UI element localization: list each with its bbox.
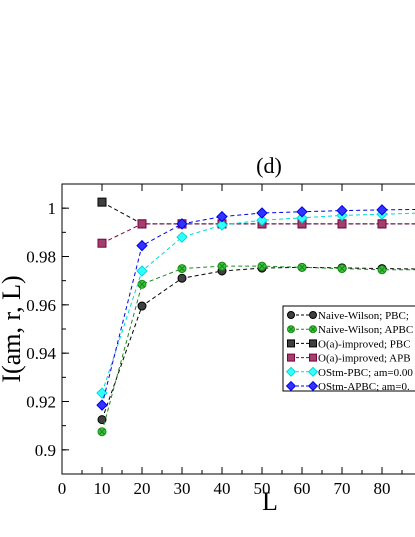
data-point (97, 197, 107, 207)
legend-box (282, 305, 415, 392)
y-axis-label: I(am, r, L) (0, 275, 26, 382)
y-tick-label: 0.98 (26, 248, 56, 267)
legend: Naive-Wilson; PBC; Naive-Wilson; APBC O(a)… (282, 305, 415, 393)
data-point (97, 415, 107, 425)
data-point (309, 353, 317, 362)
x-tick-label: 0 (58, 479, 67, 498)
chart-title: (d) (256, 153, 282, 178)
series-layer (96, 197, 415, 437)
series (97, 219, 415, 248)
legend-label: Naive-Wilson; APBC (318, 324, 413, 336)
y-tick-label: 0.92 (26, 393, 56, 412)
x-tick-label: 20 (134, 479, 151, 498)
legend-entry: OStm-PBC; am=0.00 (285, 366, 413, 379)
data-point (176, 231, 188, 243)
data-point (137, 301, 147, 311)
data-point-cross (178, 265, 186, 272)
data-point (96, 399, 108, 411)
data-point (377, 219, 387, 229)
data-point (307, 380, 319, 392)
y-tick-label: 0.9 (35, 441, 56, 460)
plot-frame (61, 183, 415, 475)
data-point (296, 206, 308, 218)
x-tick-label: 70 (334, 479, 351, 498)
data-point (309, 311, 317, 319)
data-point (136, 265, 148, 277)
legend-entry: Naive-Wilson; APBC (287, 324, 413, 336)
x-axis-label: L (262, 487, 278, 516)
data-point (176, 218, 188, 230)
data-point (177, 273, 187, 283)
data-point-cross (258, 262, 266, 270)
data-point-cross (138, 281, 146, 288)
data-point (287, 311, 295, 319)
legend-label: O(a)-improved; APB (318, 353, 411, 365)
data-point-cross (298, 264, 306, 271)
y-tick-label: 1 (48, 199, 57, 218)
series (96, 204, 415, 411)
data-point (136, 239, 148, 252)
data-point (216, 210, 228, 223)
data-point (285, 366, 297, 377)
data-point-cross (338, 265, 346, 272)
data-point-cross (310, 326, 316, 333)
legend-label: O(a)-improved; PBC (318, 338, 411, 350)
data-point (97, 238, 107, 248)
data-point-cross (218, 262, 226, 270)
legend-label: Naive-Wilson; PBC; (318, 310, 409, 322)
data-point (309, 339, 317, 348)
legend-entry: O(a)-improved; PBC (287, 338, 411, 350)
series-line (101, 266, 415, 420)
data-point (296, 212, 308, 224)
data-point (307, 366, 319, 377)
legend-label: OStm-PBC; am=0.00 (318, 367, 413, 379)
data-point (287, 353, 295, 362)
data-point-cross (288, 326, 294, 333)
y-tick-label: 0.96 (26, 296, 56, 315)
x-tick-label: 30 (174, 479, 191, 498)
x-tick-label: 60 (294, 479, 311, 498)
data-point (336, 204, 348, 217)
axis-ticks: 0 10 20 30 40 50 60 70 80 0.9 0.92 0.94 0.96 0.98 1 (26, 183, 403, 498)
x-tick-label: 40 (214, 479, 231, 498)
data-point-cross (378, 266, 386, 274)
data-point (256, 214, 268, 226)
legend-label: OStm-APBC; am=0. (318, 381, 410, 393)
x-tick-label: 80 (374, 479, 391, 498)
data-point (376, 204, 388, 216)
data-point (285, 380, 297, 392)
data-point-cross (98, 428, 106, 435)
x-tick-label: 50 (254, 479, 271, 498)
data-point (287, 339, 295, 348)
legend-entry: O(a)-improved; APB (287, 353, 411, 365)
y-tick-label: 0.94 (26, 344, 56, 363)
legend-entry: Naive-Wilson; PBC; (287, 310, 409, 322)
data-point (216, 219, 228, 231)
data-point (256, 207, 268, 219)
x-tick-label: 10 (94, 479, 111, 498)
data-point (137, 219, 147, 229)
legend-entry: OStm-APBC; am=0. (285, 380, 410, 393)
series (97, 261, 415, 437)
